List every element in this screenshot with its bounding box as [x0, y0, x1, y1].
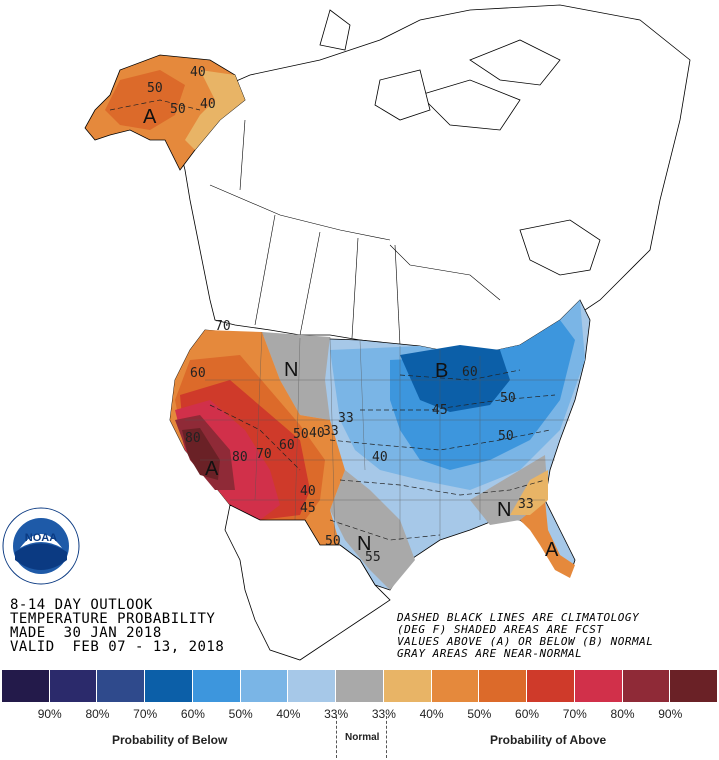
- noaa-logo-text: NOAA: [25, 532, 57, 544]
- above-label: Probability of Above: [490, 733, 607, 747]
- conus-region: [109, 99, 591, 591]
- alaska-50b-label: 50: [170, 102, 186, 117]
- normal-right-divider: [386, 716, 387, 758]
- legend-percent-label: 60%: [180, 707, 205, 721]
- west-70-label: 70: [215, 319, 231, 334]
- legend-swatch: [2, 670, 50, 702]
- se-33-label: 33: [518, 497, 534, 512]
- legend-swatch: [479, 670, 528, 702]
- sw-45-label: 45: [300, 501, 316, 516]
- greatlakes-below-marker: B: [435, 360, 448, 382]
- outlook-line-2: TEMPERATURE PROBABILITY: [10, 611, 216, 627]
- normal-left-divider: [336, 716, 337, 758]
- noaa-logo: NOAA: [2, 507, 80, 585]
- outlook-title-block: 8-14 DAY OUTLOOK TEMPERATURE PROBABILITY M…: [10, 598, 224, 654]
- legend-swatch: [622, 670, 671, 702]
- legend-percent-label: 80%: [610, 707, 635, 721]
- west-40-label: 40: [309, 426, 325, 441]
- outlook-line-1: 8-14 DAY OUTLOOK: [10, 597, 153, 613]
- legend-swatch: [431, 670, 480, 702]
- below-label: Probability of Below: [112, 733, 228, 747]
- gl-50-label: 50: [500, 391, 516, 406]
- legend-swatch: [336, 670, 384, 702]
- normal-label: Normal: [345, 732, 380, 743]
- canada-outline: [169, 4, 691, 361]
- mexico-outline: [224, 504, 391, 661]
- legend-percent-label: 50%: [467, 707, 492, 721]
- north-normal-marker: N: [284, 359, 298, 381]
- legend-percent-label: 33%: [324, 707, 349, 721]
- sw-50-label: 50: [325, 534, 341, 549]
- gl-45-label: 45: [432, 403, 448, 418]
- legend-percent-label: 40%: [276, 707, 301, 721]
- legend-swatch: [383, 670, 432, 702]
- legend-swatch: [240, 670, 289, 702]
- legend-percent-label: 50%: [228, 707, 253, 721]
- legend-swatch: [49, 670, 98, 702]
- legend-percent-label: 70%: [562, 707, 587, 721]
- sw-40-label: 40: [300, 484, 316, 499]
- notes-line-4: GRAY AREAS ARE NEAR-NORMAL: [397, 647, 583, 660]
- legend-swatch: [670, 670, 719, 702]
- legend-swatch: [574, 670, 623, 702]
- west-80b-label: 80: [232, 450, 248, 465]
- notes-line-1: DASHED BLACK LINES ARE CLIMATOLOGY: [397, 611, 640, 624]
- notes-block: DASHED BLACK LINES ARE CLIMATOLOGY (DEG F…: [397, 612, 653, 660]
- legend-percent-label: 90%: [37, 707, 62, 721]
- legend-percent-row: 90% 80% 70% 60% 50% 40% 33% 33% 40% 50% 60% 70% 80% 9…: [2, 707, 694, 721]
- notes-line-3: VALUES ABOVE (A) OR BELOW (B) NORMAL: [397, 635, 654, 648]
- legend-percent-label: 33%: [371, 707, 396, 721]
- west-above-marker: A: [205, 458, 219, 480]
- legend-percent-label: 80%: [85, 707, 110, 721]
- west-33-label: 33: [323, 424, 339, 439]
- texas-normal-marker: N: [357, 533, 371, 555]
- alaska-40a-label: 40: [190, 65, 206, 80]
- florida-above-marker: A: [545, 539, 559, 561]
- west-60-label: 60: [190, 366, 206, 381]
- alaska-40b-label: 40: [200, 97, 216, 112]
- legend-swatch: [97, 670, 146, 702]
- legend-swatch: [288, 670, 337, 702]
- probability-legend: [2, 670, 719, 702]
- notes-line-2: (DEG F) SHADED AREAS ARE FCST: [397, 623, 604, 636]
- legend-swatch: [145, 670, 193, 702]
- west-50-label: 50: [293, 427, 309, 442]
- gl-60-label: 60: [462, 365, 478, 380]
- outlook-line-4: VALID FEB 07 - 13, 2018: [10, 639, 225, 655]
- alaska-above-marker: A: [143, 106, 157, 128]
- contour-labels: 50 40 40 50 70 60 80 80 70 60 50 40 33 4…: [143, 65, 559, 565]
- legend-percent-label: 70%: [133, 707, 158, 721]
- alaska-50-label: 50: [147, 81, 163, 96]
- e-50-label: 50: [498, 429, 514, 444]
- legend-swatch: [192, 670, 241, 702]
- legend-percent-label: 60%: [515, 707, 540, 721]
- legend-percent-label: 90%: [658, 707, 683, 721]
- outlook-line-3: MADE 30 JAN 2018: [10, 625, 162, 641]
- tx-55-label: 55: [365, 550, 381, 565]
- west-70b-label: 70: [256, 447, 272, 462]
- legend-swatch: [527, 670, 575, 702]
- ce-40-label: 40: [372, 450, 388, 465]
- legend-percent-label: 40%: [419, 707, 444, 721]
- west-80a-label: 80: [185, 431, 201, 446]
- west-60b-label: 60: [279, 438, 295, 453]
- ce-33-label: 33: [338, 411, 354, 426]
- alaska-region: [84, 54, 246, 171]
- southeast-normal-marker: N: [497, 499, 511, 521]
- province-lines: [209, 119, 501, 346]
- outlook-map: 50 40 40 50 70 60 80 80 70 60 50 40 33 4…: [2, 4, 691, 661]
